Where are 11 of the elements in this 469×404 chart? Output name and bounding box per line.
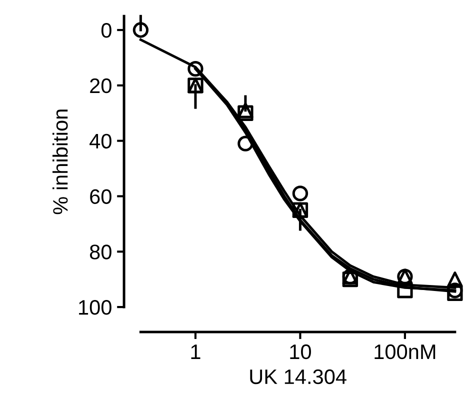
x-tick-label: 1 <box>191 344 200 359</box>
x-axis-title: UK 14.304 <box>250 369 346 384</box>
y-axis-title: % inhibition <box>52 110 68 214</box>
y-tick-label: 20 <box>90 78 112 94</box>
x-tick-label: 100nM <box>374 344 436 360</box>
y-tick-label: 40 <box>90 134 112 149</box>
y-tick-label: 0 <box>101 23 112 38</box>
y-tick-label: 100 <box>79 300 112 315</box>
x-tick-label: 10 <box>290 344 311 360</box>
y-tick-label: 60 <box>90 189 112 204</box>
y-tick-label: 80 <box>90 244 112 260</box>
